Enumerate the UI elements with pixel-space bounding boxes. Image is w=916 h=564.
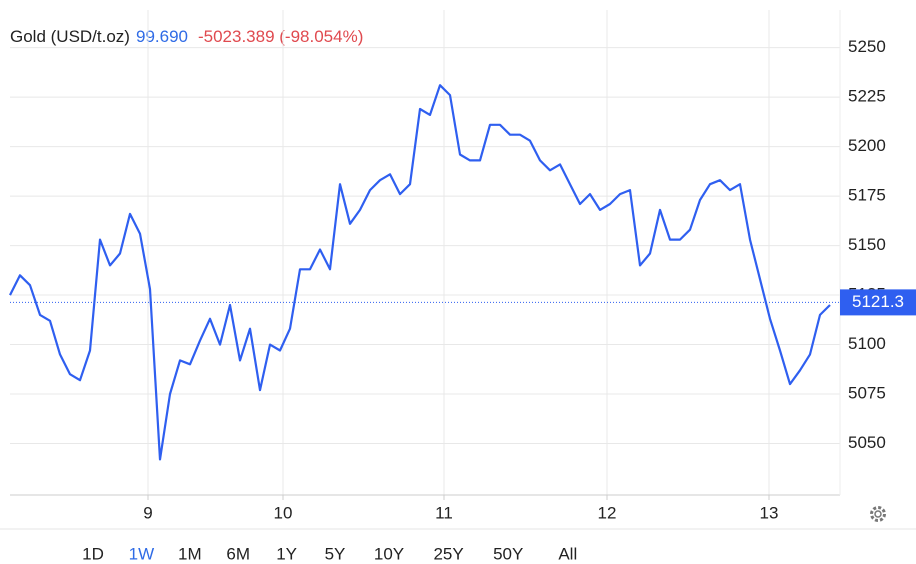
range-button[interactable]: All xyxy=(558,544,577,563)
range-button[interactable]: 25Y xyxy=(433,544,463,563)
y-tick-label: 5150 xyxy=(848,235,886,254)
range-button[interactable]: 1M xyxy=(178,544,202,563)
change: -5023.389 (-98.054%) xyxy=(198,27,363,46)
settings-icon[interactable] xyxy=(870,506,886,522)
range-button[interactable]: 1W xyxy=(129,544,155,563)
price: 99.690 xyxy=(136,27,188,46)
last-price-label: 5121.3 xyxy=(852,292,904,311)
header: Gold (USD/t.oz) 99.690 -5023.389 (-98.054%… xyxy=(10,27,363,46)
y-tick-label: 5075 xyxy=(848,384,886,403)
y-tick-label: 5225 xyxy=(848,87,886,106)
x-tick-label: 11 xyxy=(435,503,453,522)
price-line xyxy=(9,84,831,461)
x-tick-label: 10 xyxy=(274,503,293,522)
range-button[interactable]: 1D xyxy=(82,544,104,563)
range-button[interactable]: 1Y xyxy=(276,544,297,563)
range-button[interactable]: 50Y xyxy=(493,544,523,563)
x-tick-label: 12 xyxy=(598,503,617,522)
last-price-box xyxy=(840,289,916,316)
range-button[interactable]: 10Y xyxy=(374,544,404,563)
y-tick-label: 5100 xyxy=(848,334,886,353)
y-tick-label: 5250 xyxy=(848,37,886,56)
x-tick-label: 13 xyxy=(760,503,779,522)
x-tick-label: 9 xyxy=(143,503,152,522)
y-tick-label: 5175 xyxy=(848,186,886,205)
y-tick-label: 5200 xyxy=(848,136,886,155)
y-tick-label: 5050 xyxy=(848,433,886,452)
instrument-name: Gold (USD/t.oz) xyxy=(10,27,130,46)
range-button[interactable]: 6M xyxy=(226,544,250,563)
range-button[interactable]: 5Y xyxy=(325,544,346,563)
